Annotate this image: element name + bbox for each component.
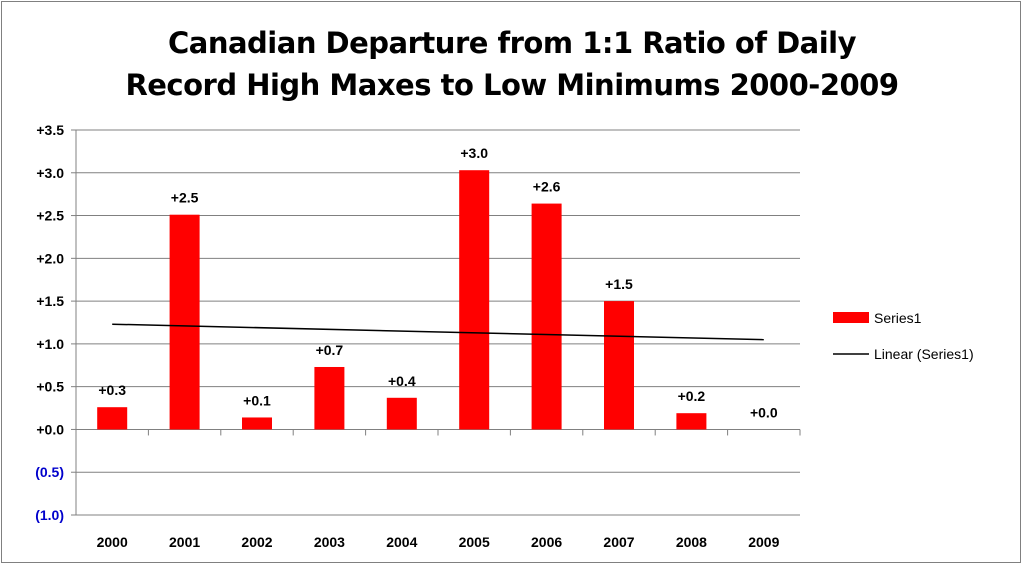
bar — [242, 417, 272, 430]
x-tick-label: 2000 — [97, 534, 128, 550]
chart-title-line-1: Canadian Departure from 1:1 Ratio of Dai… — [167, 26, 857, 60]
y-tick-label: +3.0 — [36, 165, 64, 181]
bar — [386, 397, 417, 430]
legend-label-series1: Series1 — [874, 310, 922, 326]
chart-title-line-2: Record High Maxes to Low Minimums 2000-2… — [125, 68, 899, 102]
x-tick-label: 2002 — [241, 534, 272, 550]
y-tick-label: +1.5 — [36, 293, 64, 309]
x-tick-label: 2007 — [603, 534, 634, 550]
data-labels: +0.3 +2.5 +0.1 +0.7 +0.4 +3.0 +2.6 +1.5 +0.2 +0.0 — [98, 145, 777, 420]
y-axis-ticks: +3.5 +3.0 +2.5 +2.0 +1.5 +1.0 +0.5 +0.0 (0.5) (1.… — [35, 122, 64, 523]
data-label: +0.1 — [243, 392, 271, 408]
y-tick-label: +0.5 — [36, 379, 64, 395]
data-label: +0.3 — [98, 382, 126, 398]
legend-label-trendline: Linear (Series1) — [874, 346, 974, 362]
y-tick-label: (1.0) — [35, 507, 64, 523]
y-tick-label: +0.0 — [36, 421, 64, 437]
data-label: +0.7 — [316, 342, 344, 358]
y-tick-label: +1.0 — [36, 336, 64, 352]
data-label: +2.5 — [171, 190, 199, 206]
y-tick-label: (0.5) — [35, 464, 64, 480]
data-label: +3.0 — [460, 145, 488, 161]
bar — [459, 170, 490, 430]
trendline — [112, 323, 764, 341]
y-tick-label: +2.5 — [36, 208, 64, 224]
y-tick-label: +3.5 — [36, 122, 64, 138]
x-tick-label: 2006 — [531, 534, 562, 550]
legend: Series1 Linear (Series1) — [833, 310, 974, 362]
x-tick-label: 2008 — [676, 534, 707, 550]
bar — [604, 301, 634, 430]
bar — [97, 407, 128, 430]
bar — [314, 366, 345, 430]
x-tick-label: 2005 — [459, 534, 490, 550]
data-label: +0.2 — [678, 388, 706, 404]
x-tick-label: 2001 — [169, 534, 200, 550]
x-tick-label: 2009 — [748, 534, 779, 550]
data-label: +0.4 — [388, 373, 416, 389]
data-label: +0.0 — [750, 404, 778, 420]
trendline-path — [112, 323, 764, 341]
x-tick-label: 2003 — [314, 534, 345, 550]
bar — [169, 214, 200, 430]
data-label: +2.6 — [533, 179, 561, 195]
legend-swatch-series1 — [833, 312, 869, 323]
bar — [676, 413, 707, 430]
bars — [97, 170, 707, 430]
data-label: +1.5 — [605, 276, 633, 292]
x-axis-ticks: 2000 2001 2002 2003 2004 2005 2006 2007 2008 2009 — [97, 534, 780, 550]
y-tick-label: +2.0 — [36, 250, 64, 266]
bar — [531, 203, 562, 430]
x-tick-label: 2004 — [386, 534, 417, 550]
